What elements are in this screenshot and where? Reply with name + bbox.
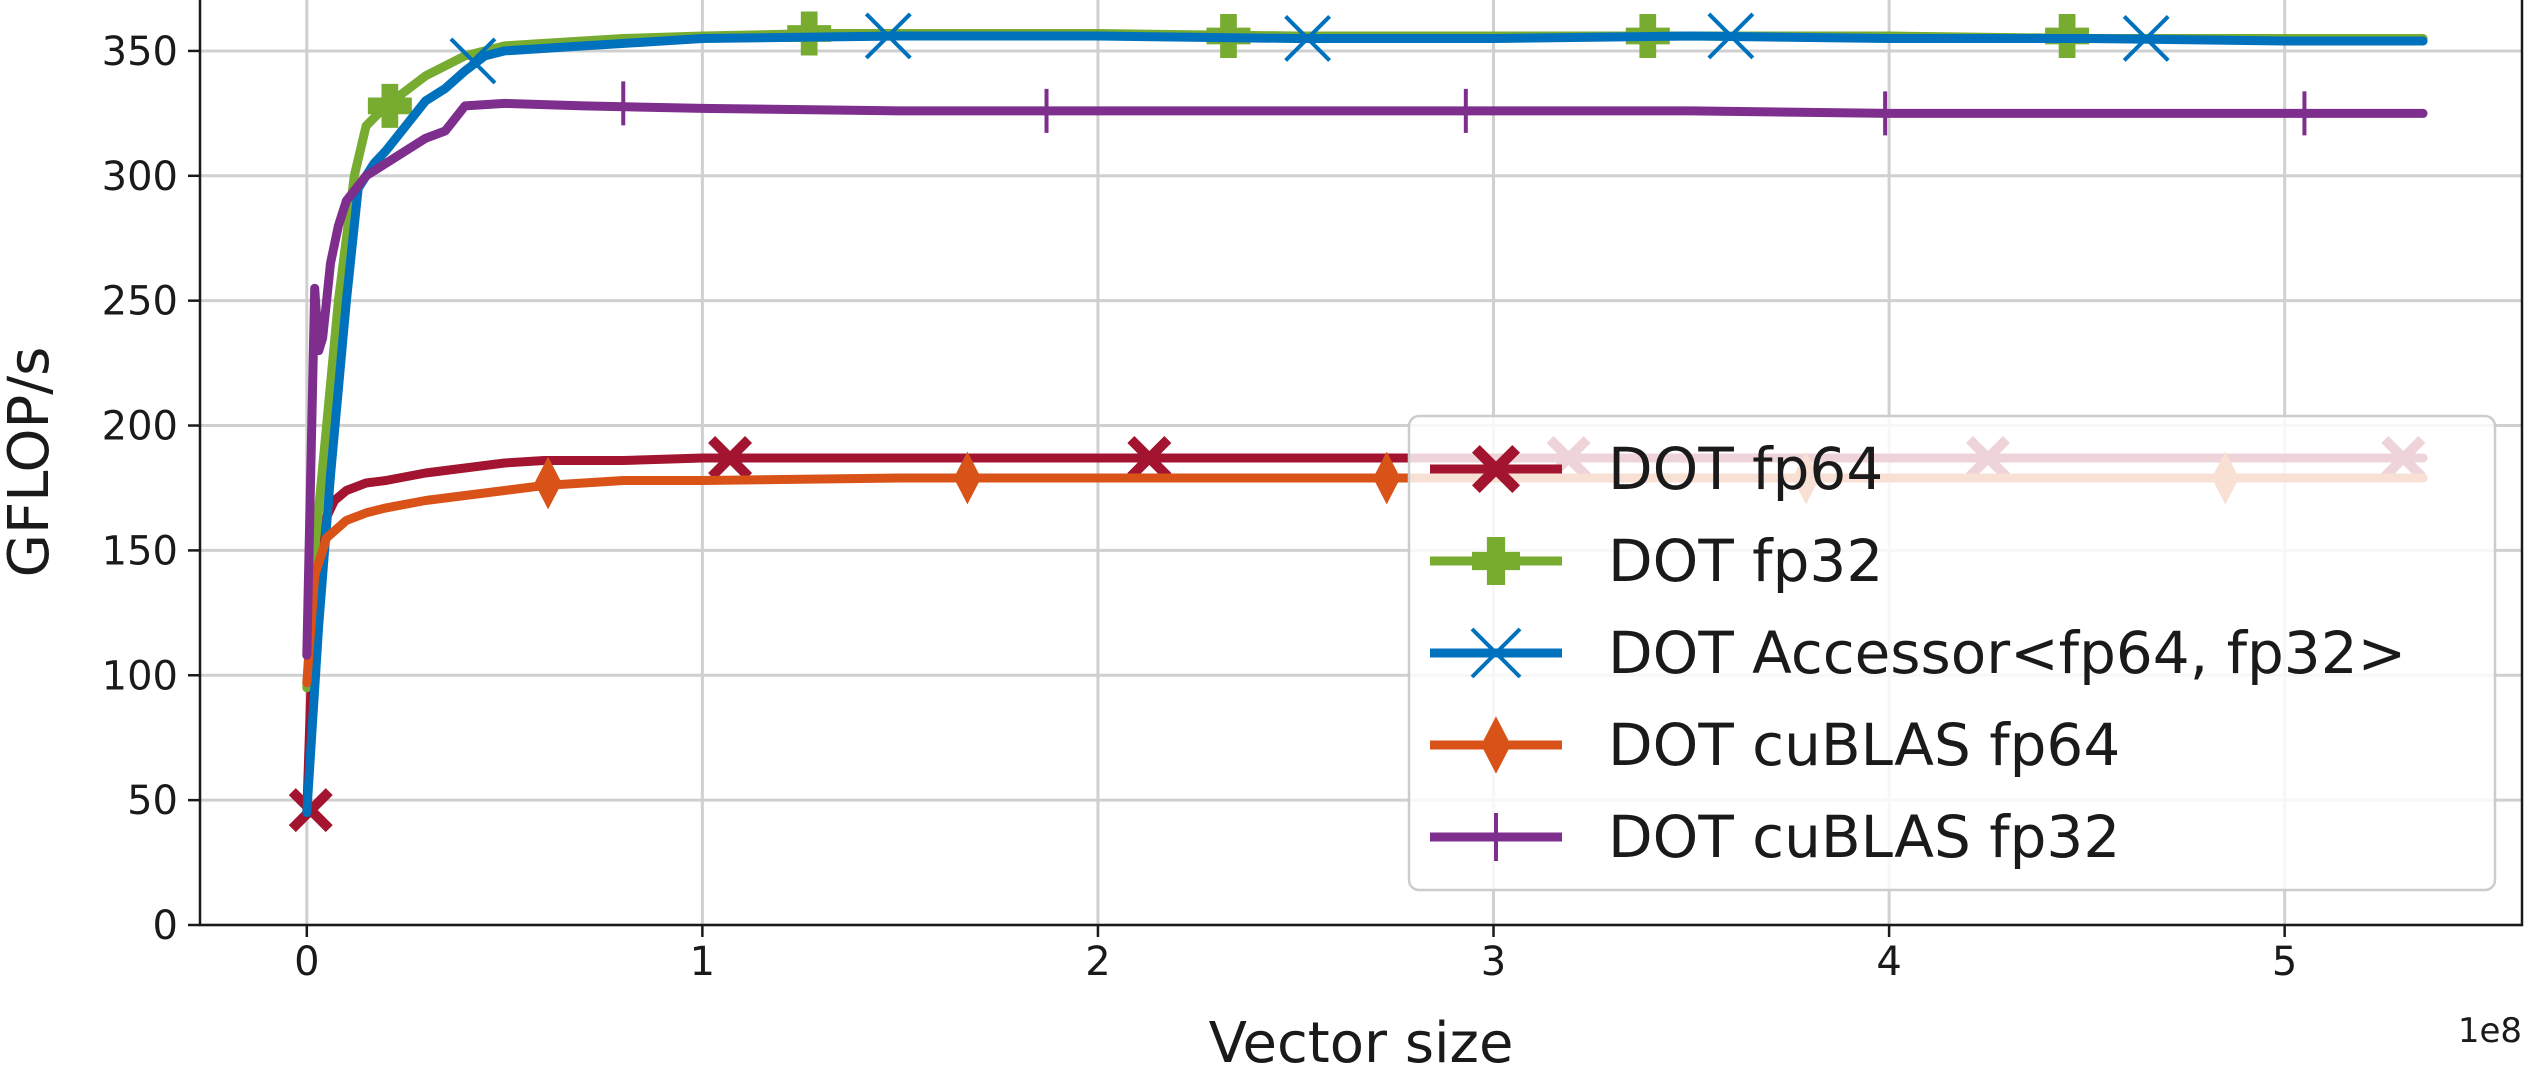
legend-box: [1407, 414, 2497, 892]
plot-frame: [198, 0, 2524, 927]
y-tick-label: 200: [102, 404, 178, 450]
point-marker: [534, 456, 562, 510]
legend: DOT fp64 DOT fp32 DOT Accessor<fp64, fp32>…: [1407, 414, 2497, 892]
y-axis-title: GFLOP/s: [0, 347, 62, 578]
legend-item: DOT Accessor<fp64, fp32>: [1430, 619, 2406, 687]
y-tick-label: 50: [127, 778, 178, 824]
legend-item: DOT cuBLAS fp64: [1430, 711, 2120, 779]
point-marker: [953, 451, 982, 505]
point-marker: [2122, 15, 2170, 62]
legend-item: DOT cuBLAS fp32: [1430, 803, 2120, 871]
y-tick-label: 150: [102, 528, 178, 574]
point-marker: [1472, 445, 1520, 493]
x-tick-label: 3: [1481, 939, 1506, 985]
point-marker: [1127, 436, 1172, 481]
point-marker: [864, 12, 912, 60]
point-marker: [1481, 716, 1511, 774]
point-marker: [1470, 627, 1522, 679]
series-line: [302, 98, 2428, 660]
point-marker: [1284, 15, 1332, 62]
y-tick-label: 250: [102, 279, 178, 325]
legend-item: DOT fp32: [1430, 527, 1883, 595]
point-marker: [1472, 537, 1520, 585]
x-tick-label: 4: [1876, 939, 1901, 985]
point-marker: [449, 37, 497, 85]
point-marker: [1373, 451, 1401, 505]
legend-label: DOT Accessor<fp64, fp32>: [1608, 619, 2406, 687]
point-marker: [708, 436, 753, 481]
legend-label: DOT fp32: [1608, 527, 1883, 595]
legend-label: DOT cuBLAS fp32: [1608, 803, 2120, 871]
legend-item: DOT fp64: [1430, 435, 1883, 503]
series-group: [302, 12, 2428, 818]
x-tick-label: 0: [294, 939, 319, 985]
y-tick-label: 350: [102, 29, 178, 75]
series-group: [302, 81, 2428, 660]
y-tick-label: 0: [153, 903, 178, 949]
x-axis-title: Vector size: [1209, 1011, 1514, 1076]
point-marker: [1707, 12, 1755, 60]
x-tick-label: 2: [1085, 939, 1110, 985]
x-tick-label: 1: [690, 939, 715, 985]
legend-label: DOT cuBLAS fp64: [1608, 711, 2120, 779]
point-marker: [367, 83, 412, 128]
y-tick-label: 100: [102, 653, 178, 699]
x-tick-label: 5: [2272, 939, 2297, 985]
legend-label: DOT fp64: [1608, 435, 1883, 503]
series-line: [302, 31, 2428, 818]
y-tick-label: 300: [102, 154, 178, 200]
x-offset-label: 1e8: [2458, 1011, 2522, 1051]
